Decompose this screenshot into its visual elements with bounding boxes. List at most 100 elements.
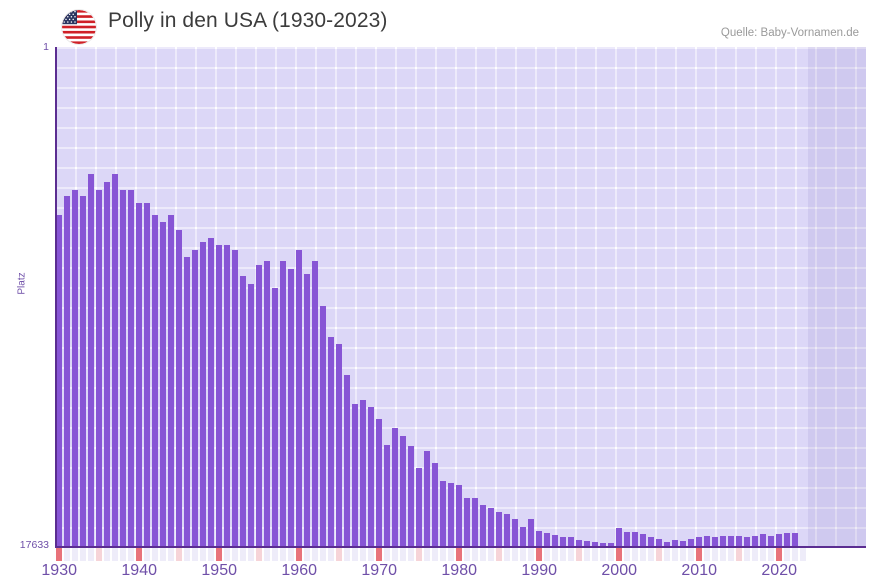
bar-1997 [592, 542, 599, 546]
tick-cell-2022 [792, 548, 799, 561]
tick-cell-1963 [320, 548, 327, 561]
tick-cell-1953 [240, 548, 247, 561]
tick-cell-1978 [440, 548, 447, 561]
bar-1999 [608, 543, 615, 546]
tick-cell-1986 [504, 548, 511, 561]
bar-2019 [768, 536, 775, 546]
tick-cell-half-2015 [736, 548, 743, 561]
tick-cell-1944 [168, 548, 175, 561]
tick-cell-decade-2020 [776, 548, 783, 561]
x-axis-tick-band [55, 548, 866, 561]
tick-cell-1981 [464, 548, 471, 561]
bar-1932 [72, 190, 79, 546]
y-axis-title: Platz [16, 272, 28, 295]
x-axis-label-2000: 2000 [601, 562, 637, 579]
bar-1953 [240, 276, 247, 546]
tick-cell-1988 [520, 548, 527, 561]
bar-1945 [176, 230, 183, 546]
tick-cell-1937 [112, 548, 119, 561]
bar-1995 [576, 540, 583, 546]
tick-cell-1956 [264, 548, 271, 561]
tick-cell-1942 [152, 548, 159, 561]
bar-1967 [352, 404, 359, 546]
x-axis-label-2010: 2010 [681, 562, 717, 579]
tick-cell-decade-2010 [696, 548, 703, 561]
x-axis-labels: 1930 1940 1950 1960 1970 1980 1990 2000 2010 2020 [0, 562, 873, 587]
tick-cell-1984 [488, 548, 495, 561]
tick-cell-half-1955 [256, 548, 263, 561]
x-axis-label-1960: 1960 [281, 562, 317, 579]
bar-1983 [480, 505, 487, 546]
tick-cell-1966 [344, 548, 351, 561]
bar-1980 [456, 485, 463, 546]
tick-cell-1983 [480, 548, 487, 561]
bar-1949 [208, 238, 215, 546]
tick-cell-2001 [624, 548, 631, 561]
us-flag-icon [62, 10, 96, 44]
bar-2005 [656, 539, 663, 546]
tick-cell-2023 [800, 548, 807, 561]
bar-1968 [360, 400, 367, 546]
source-credit: Quelle: Baby-Vornamen.de [720, 27, 859, 39]
tick-cell-decade-1990 [536, 548, 543, 561]
bar-1987 [512, 519, 519, 546]
bar-1979 [448, 483, 455, 546]
tick-cell-decade-1930 [56, 548, 63, 561]
bar-1944 [168, 215, 175, 546]
tick-cell-1939 [128, 548, 135, 561]
tick-cell-1982 [472, 548, 479, 561]
tick-cell-1987 [512, 548, 519, 561]
tick-cell-1936 [104, 548, 111, 561]
page-title: Polly in den USA (1930-2023) [108, 9, 388, 32]
tick-cell-2006 [664, 548, 671, 561]
bar-2003 [640, 534, 647, 546]
bar-1962 [312, 261, 319, 546]
tick-cell-half-1985 [496, 548, 503, 561]
bar-1992 [552, 535, 559, 546]
bar-2014 [728, 536, 735, 546]
plot-area [55, 47, 866, 546]
bar-1946 [184, 257, 191, 546]
tick-cell-2004 [648, 548, 655, 561]
bar-2020 [776, 534, 783, 546]
tick-cell-1993 [560, 548, 567, 561]
bar-2012 [712, 537, 719, 546]
bar-1948 [200, 242, 207, 546]
bar-1961 [304, 274, 311, 546]
tick-cell-half-1935 [96, 548, 103, 561]
bar-1963 [320, 306, 327, 546]
bar-1951 [224, 245, 231, 546]
bar-1935 [96, 190, 103, 546]
y-axis-tick-bottom: 17633 [19, 539, 49, 551]
tick-cell-1976 [424, 548, 431, 561]
tick-cell-1954 [248, 548, 255, 561]
tick-cell-1992 [552, 548, 559, 561]
bar-1950 [216, 245, 223, 546]
tick-cell-1938 [120, 548, 127, 561]
bar-2004 [648, 537, 655, 546]
tick-cell-1934 [88, 548, 95, 561]
bar-1954 [248, 284, 255, 546]
bar-1934 [88, 174, 95, 546]
bar-1942 [152, 215, 159, 546]
tick-cell-half-1945 [176, 548, 183, 561]
tick-cell-1932 [72, 548, 79, 561]
tick-cell-1968 [360, 548, 367, 561]
tick-cell-1967 [352, 548, 359, 561]
bar-1982 [472, 498, 479, 546]
bar-2018 [760, 534, 767, 546]
x-axis-label-1930: 1930 [41, 562, 77, 579]
tick-cell-1958 [280, 548, 287, 561]
tick-cell-1994 [568, 548, 575, 561]
tick-cell-1949 [208, 548, 215, 561]
bar-2013 [720, 536, 727, 546]
bar-1930 [56, 215, 63, 546]
tick-cell-1977 [432, 548, 439, 561]
bar-2001 [624, 532, 631, 546]
bar-1955 [256, 265, 263, 546]
tick-cell-decade-2000 [616, 548, 623, 561]
tick-cell-1961 [304, 548, 311, 561]
tick-cell-1989 [528, 548, 535, 561]
bar-1977 [432, 463, 439, 546]
bar-1969 [368, 407, 375, 546]
